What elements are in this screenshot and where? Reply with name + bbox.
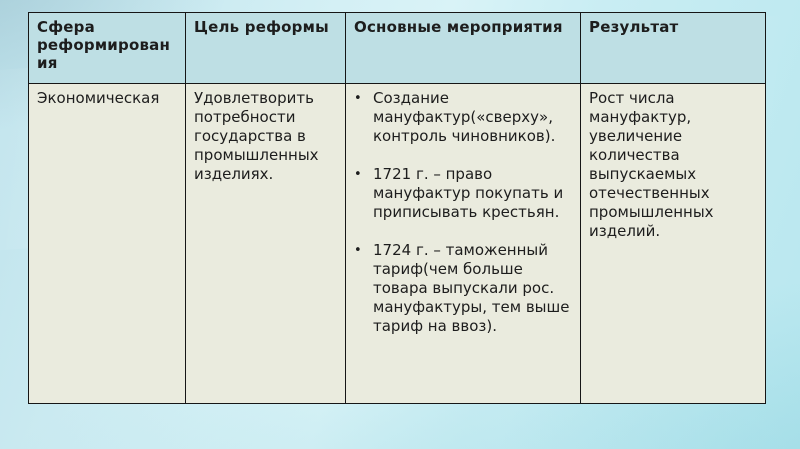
header-cell-activities: Основные мероприятия (345, 12, 581, 84)
bullet-icon: • (354, 243, 362, 258)
activity-text: 1721 г. – право мануфактур покупать и пр… (373, 165, 564, 221)
activity-text: Создание мануфактур(«сверху», контроль ч… (373, 89, 556, 145)
activities-list: • Создание мануфактур(«сверху», контроль… (354, 89, 572, 336)
header-cell-sphere: Сфера реформирования (28, 12, 186, 84)
list-item: • Создание мануфактур(«сверху», контроль… (354, 89, 572, 146)
table-header-row: Сфера реформирования Цель реформы Основн… (28, 12, 766, 84)
list-item: • 1724 г. – таможенный тариф(чем больше … (354, 241, 572, 336)
reforms-table: Сфера реформирования Цель реформы Основн… (28, 12, 766, 404)
cell-goal: Удовлетворить потребности государства в … (185, 83, 346, 404)
header-cell-result: Результат (580, 12, 766, 84)
activity-text: 1724 г. – таможенный тариф(чем больше то… (373, 241, 570, 335)
header-cell-goal: Цель реформы (185, 12, 346, 84)
bullet-icon: • (354, 167, 362, 182)
cell-activities: • Создание мануфактур(«сверху», контроль… (345, 83, 581, 404)
table-row-economic: Экономическая Удовлетворить потребности … (28, 83, 766, 404)
list-item: • 1721 г. – право мануфактур покупать и … (354, 165, 572, 222)
cell-result: Рост числа мануфактур, увеличение количе… (580, 83, 766, 404)
bullet-icon: • (354, 91, 362, 106)
cell-sphere: Экономическая (28, 83, 186, 404)
